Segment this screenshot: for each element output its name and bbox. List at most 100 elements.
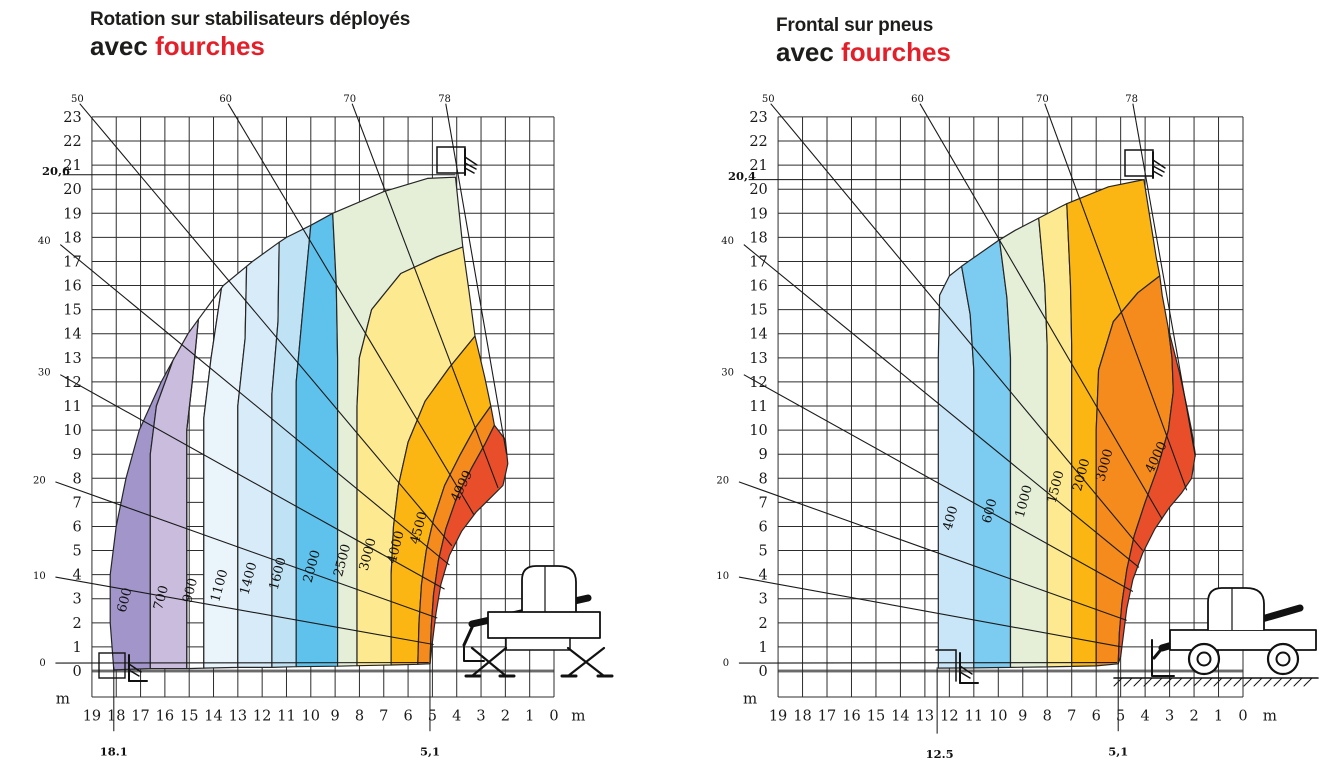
y-tick-0: 0 (72, 664, 81, 680)
y-tick-23: 23 (63, 110, 81, 126)
y-tick-14: 14 (63, 327, 81, 343)
x-tick-0: 0 (549, 708, 558, 724)
angle-label-10: 10 (33, 571, 46, 582)
y-tick-5: 5 (759, 544, 768, 560)
machine-wheels-illustration (1113, 587, 1319, 687)
angle-label-78: 78 (438, 94, 451, 105)
x-tick-1: 1 (1214, 708, 1223, 724)
angle-line-60 (227, 103, 475, 515)
y-tick-7: 7 (759, 495, 768, 511)
marker-label-5,1: 5,1 (420, 745, 440, 759)
x-tick-17: 17 (818, 708, 836, 724)
limit-markers: 20,4 12.5 5,1 (728, 169, 1143, 760)
x-tick-4: 4 (1141, 708, 1150, 724)
x-tick-7: 7 (1067, 708, 1076, 724)
angle-label-70: 70 (1036, 94, 1049, 105)
angle-label-0: 0 (723, 658, 729, 669)
angle-line-78 (445, 103, 508, 455)
angle-label-70: 70 (343, 94, 356, 105)
x-tick-5: 5 (1116, 708, 1125, 724)
angle-label-60: 60 (219, 94, 232, 105)
y-tick-19: 19 (63, 206, 81, 222)
x-tick-13: 13 (916, 708, 934, 724)
angle-line-20 (738, 481, 1127, 621)
x-tick-14: 14 (891, 708, 909, 724)
angle-line-70 (351, 103, 499, 489)
x-axis-unit: m (571, 706, 585, 724)
x-tick-1: 1 (525, 708, 534, 724)
angle-label-40: 40 (721, 236, 734, 247)
y-tick-8: 8 (759, 471, 768, 487)
load-zones (109, 176, 509, 671)
y-tick-15: 15 (63, 303, 81, 319)
y-axis-unit: m (56, 690, 70, 708)
x-tick-2: 2 (501, 708, 510, 724)
zone-label-600: 600 (980, 497, 1001, 525)
y-tick-21: 21 (749, 158, 767, 174)
y-tick-11: 11 (63, 399, 81, 415)
x-tick-10: 10 (989, 708, 1007, 724)
load-zone-700 (149, 318, 199, 670)
y-tick-15: 15 (749, 303, 767, 319)
zone-label-600: 600 (115, 586, 136, 614)
axis-tick-labels: 0123456789101112131415161718192021222319… (743, 110, 1277, 724)
y-tick-6: 6 (72, 519, 81, 535)
y-tick-1: 1 (72, 640, 81, 656)
chart-title-left: Rotation sur stabilisateurs déployés ave… (90, 10, 410, 60)
angle-label-30: 30 (721, 367, 734, 378)
y-tick-22: 22 (63, 134, 81, 150)
angle-line-10 (55, 576, 434, 646)
x-tick-12: 12 (940, 708, 958, 724)
x-tick-19: 19 (83, 708, 101, 724)
angle-label-78: 78 (1125, 94, 1138, 105)
title-left-line2-black: avec (90, 30, 148, 61)
y-tick-13: 13 (63, 351, 81, 367)
x-tick-3: 3 (1165, 708, 1174, 724)
angle-label-50: 50 (71, 94, 84, 105)
y-tick-21: 21 (63, 158, 81, 174)
angle-line-70 (1044, 103, 1188, 491)
y-tick-23: 23 (749, 110, 767, 126)
marker-label-20,4: 20,4 (728, 169, 756, 183)
zone-label-400: 400 (940, 504, 961, 532)
y-tick-2: 2 (72, 616, 81, 632)
angle-line-40 (743, 244, 1140, 568)
axis-tick-labels: 0123456789101112131415161718192021222319… (56, 110, 586, 724)
x-tick-7: 7 (379, 708, 388, 724)
angle-line-10 (738, 576, 1122, 648)
angle-line-30 (60, 374, 445, 590)
x-tick-15: 15 (867, 708, 885, 724)
y-tick-2: 2 (759, 616, 768, 632)
y-tick-17: 17 (63, 254, 81, 270)
angle-label-30: 30 (38, 367, 51, 378)
illustrations (935, 149, 1319, 687)
x-tick-6: 6 (1092, 708, 1101, 724)
y-tick-22: 22 (749, 134, 767, 150)
y-tick-5: 5 (72, 544, 81, 560)
y-tick-14: 14 (749, 327, 767, 343)
y-tick-7: 7 (72, 495, 81, 511)
x-tick-8: 8 (1043, 708, 1052, 724)
marker-label-12.5: 12.5 (926, 747, 954, 760)
angle-line-50 (770, 103, 1144, 551)
x-tick-8: 8 (355, 708, 364, 724)
x-tick-15: 15 (180, 708, 198, 724)
angle-line-78 (1132, 103, 1196, 457)
x-tick-9: 9 (331, 708, 340, 724)
angle-line-60 (919, 103, 1163, 520)
y-tick-12: 12 (63, 375, 81, 391)
y-tick-0: 0 (759, 664, 768, 680)
x-tick-14: 14 (204, 708, 222, 724)
y-tick-19: 19 (749, 206, 767, 222)
y-tick-4: 4 (759, 568, 768, 584)
title-right-line2: avec fourches (776, 38, 951, 66)
y-tick-20: 20 (63, 182, 81, 198)
angle-label-20: 20 (33, 476, 46, 487)
x-tick-11: 11 (965, 708, 983, 724)
y-tick-20: 20 (749, 182, 767, 198)
y-tick-17: 17 (749, 254, 767, 270)
